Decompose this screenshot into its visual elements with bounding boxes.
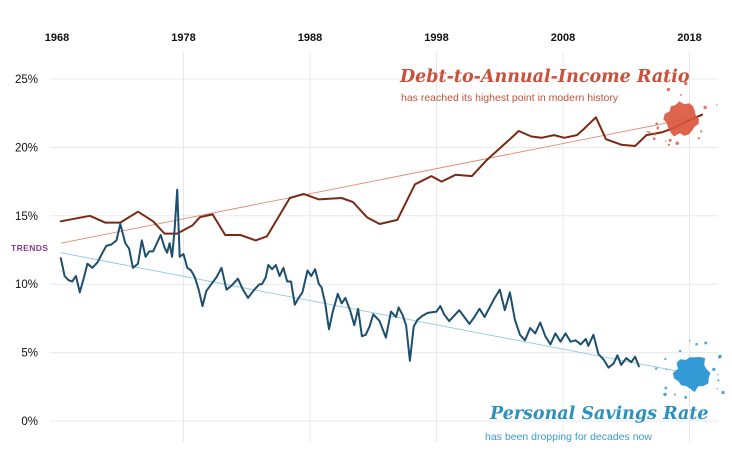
splash-droplet [653,132,657,136]
series-lines [59,113,704,369]
splash-droplet [667,143,671,147]
x-tick-label: 1968 [45,32,69,44]
splash-droplet [689,340,691,342]
splash-droplet [678,349,682,353]
splash-droplet [697,137,700,140]
splash-droplet [664,386,668,390]
x-tick-label: 2018 [677,32,701,44]
splash-droplet [680,93,682,96]
splash-droplet [656,127,659,130]
splash-droplet [684,396,688,399]
splash-blob [663,101,699,137]
splash-droplet [668,138,672,142]
splash-droplet [646,130,648,133]
x-tick-label: 2008 [551,32,575,44]
splash-droplet [716,104,718,106]
splash-droplet [665,368,668,371]
splash-droplet [663,392,667,397]
splash-droplet [712,367,716,371]
trend-lines [60,115,703,377]
y-tick-label: 5% [21,348,38,360]
splash-droplet [695,343,698,346]
splash-droplet [652,137,656,141]
savings-series-title: Personal Savings Rate [490,404,709,424]
y-tick-label: 10% [15,279,38,291]
splash-droplet [704,341,708,345]
y-tick-label: 20% [15,142,38,154]
splash-droplet [683,81,688,86]
splash-droplet [664,357,667,361]
debt-trend-line [60,115,703,244]
grid [50,52,718,442]
splash-droplet [700,130,703,133]
y-axis-ticks: 0% 5% 10% 15% 20% 25% [15,74,38,428]
splash-droplet [721,390,725,395]
debt-splash [646,81,718,147]
splash-droplet [664,140,667,142]
splash-droplet [655,122,658,126]
debt-ratio-line [59,113,704,242]
splash-droplet [716,388,719,390]
y-tick-label: 25% [15,74,38,86]
debt-series-subtitle: has reached its highest point in modern … [401,92,619,104]
x-axis-ticks: 1968 1978 1988 1998 2008 2018 [45,32,702,44]
splash-droplet [673,393,676,396]
debt-series-title: Debt-to-Annual-Income Ratio [400,67,690,87]
splash-droplet [703,105,707,110]
y-tick-label: 0% [21,416,38,428]
trends-label: TRENDS [11,243,48,253]
x-tick-label: 1998 [424,32,448,44]
splash-droplet [666,87,671,92]
splash-markers [646,81,725,399]
savings-splash [655,340,725,399]
x-tick-label: 1988 [298,32,322,44]
savings-rate-line [59,188,640,369]
x-tick-label: 1978 [171,32,195,44]
splash-droplet [675,141,680,146]
savings-series-subtitle: has been dropping for decades now [485,431,652,443]
splash-droplet [717,373,719,376]
splash-droplet [718,354,722,358]
splash-droplet [717,379,720,382]
splash-blob [672,357,711,393]
splash-droplet [655,367,658,370]
savings-trend-line [60,252,703,377]
splash-droplet [648,131,651,134]
y-tick-label: 15% [15,211,38,223]
